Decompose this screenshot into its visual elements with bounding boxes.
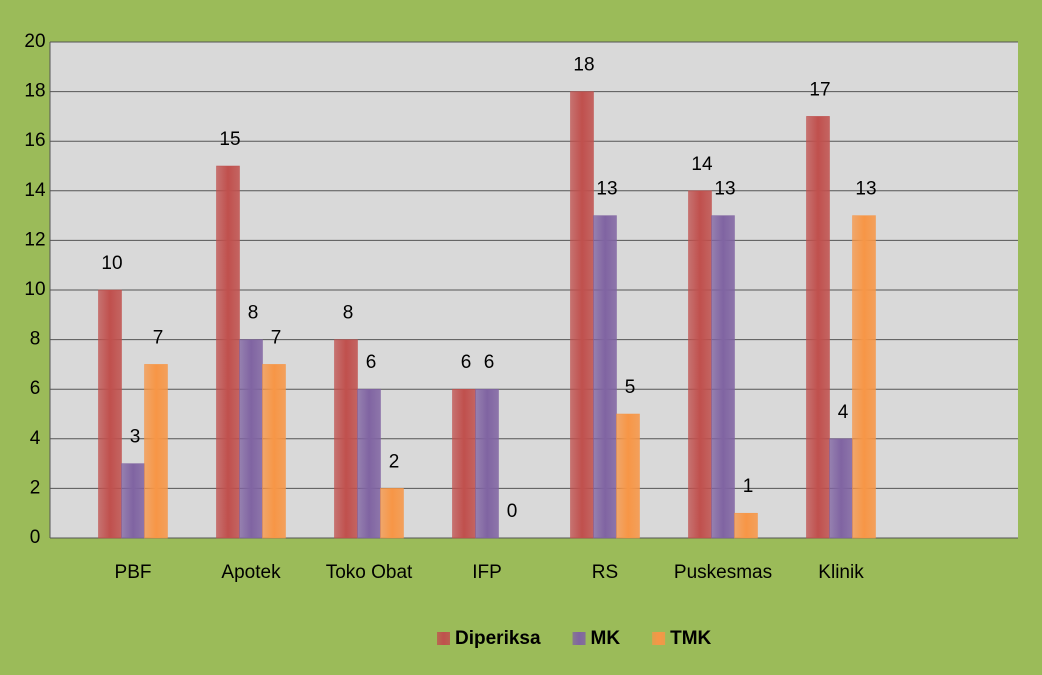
bar <box>593 215 617 539</box>
data-label: 7 <box>153 327 164 348</box>
data-label: 5 <box>625 377 636 398</box>
bar <box>98 289 122 539</box>
y-tick-label: 10 <box>24 279 45 300</box>
y-tick-label: 14 <box>24 180 46 201</box>
data-label: 13 <box>596 179 617 200</box>
data-label: 6 <box>461 352 472 373</box>
bar <box>380 488 404 539</box>
data-label: 17 <box>809 79 830 100</box>
bar <box>688 190 712 539</box>
data-label: 1 <box>743 476 754 497</box>
bar <box>262 364 286 539</box>
y-tick-label: 18 <box>24 81 45 102</box>
bar <box>121 463 145 539</box>
data-label: 13 <box>855 179 876 200</box>
bar <box>216 165 240 539</box>
x-tick-label: RS <box>592 562 618 583</box>
bar <box>570 91 594 539</box>
data-label: 15 <box>219 129 240 150</box>
bar <box>852 215 876 539</box>
bar <box>829 438 853 539</box>
legend-swatch <box>652 632 666 645</box>
data-label: 10 <box>101 253 122 274</box>
bar <box>357 388 381 539</box>
y-tick-label: 2 <box>30 477 41 498</box>
bar <box>475 388 499 539</box>
data-label: 6 <box>484 352 495 373</box>
data-label: 14 <box>691 154 713 175</box>
y-tick-label: 12 <box>24 229 45 250</box>
data-label: 6 <box>366 352 377 373</box>
data-label: 4 <box>838 402 849 423</box>
data-label: 3 <box>130 427 141 448</box>
bar <box>239 339 263 539</box>
data-label: 8 <box>343 303 354 324</box>
bar <box>806 116 830 539</box>
bar <box>452 388 476 539</box>
bar <box>711 215 735 539</box>
legend-label: Diperiksa <box>455 628 541 649</box>
bar <box>334 339 358 539</box>
x-tick-label: PBF <box>115 562 152 583</box>
y-tick-label: 16 <box>24 130 45 151</box>
x-tick-label: Klinik <box>818 562 864 583</box>
y-tick-label: 20 <box>24 31 45 52</box>
data-label: 7 <box>271 327 282 348</box>
y-tick-label: 8 <box>30 329 41 350</box>
bar <box>734 512 758 539</box>
legend-label: MK <box>591 628 621 649</box>
bar <box>144 364 168 539</box>
x-tick-label: Toko Obat <box>326 562 413 583</box>
data-label: 2 <box>389 451 400 472</box>
legend-swatch <box>437 632 450 645</box>
y-tick-label: 4 <box>30 428 41 449</box>
legend-label: TMK <box>670 628 711 649</box>
x-tick-label: IFP <box>472 562 502 583</box>
legend-swatch <box>572 632 586 645</box>
y-tick-label: 6 <box>30 378 41 399</box>
data-label: 18 <box>573 55 594 76</box>
data-label: 8 <box>248 303 259 324</box>
x-tick-label: Apotek <box>221 562 281 583</box>
data-label: 13 <box>714 179 735 200</box>
x-tick-label: Puskesmas <box>674 562 772 583</box>
y-tick-label: 0 <box>30 527 41 548</box>
data-label: 0 <box>507 501 518 522</box>
bar <box>616 413 640 539</box>
